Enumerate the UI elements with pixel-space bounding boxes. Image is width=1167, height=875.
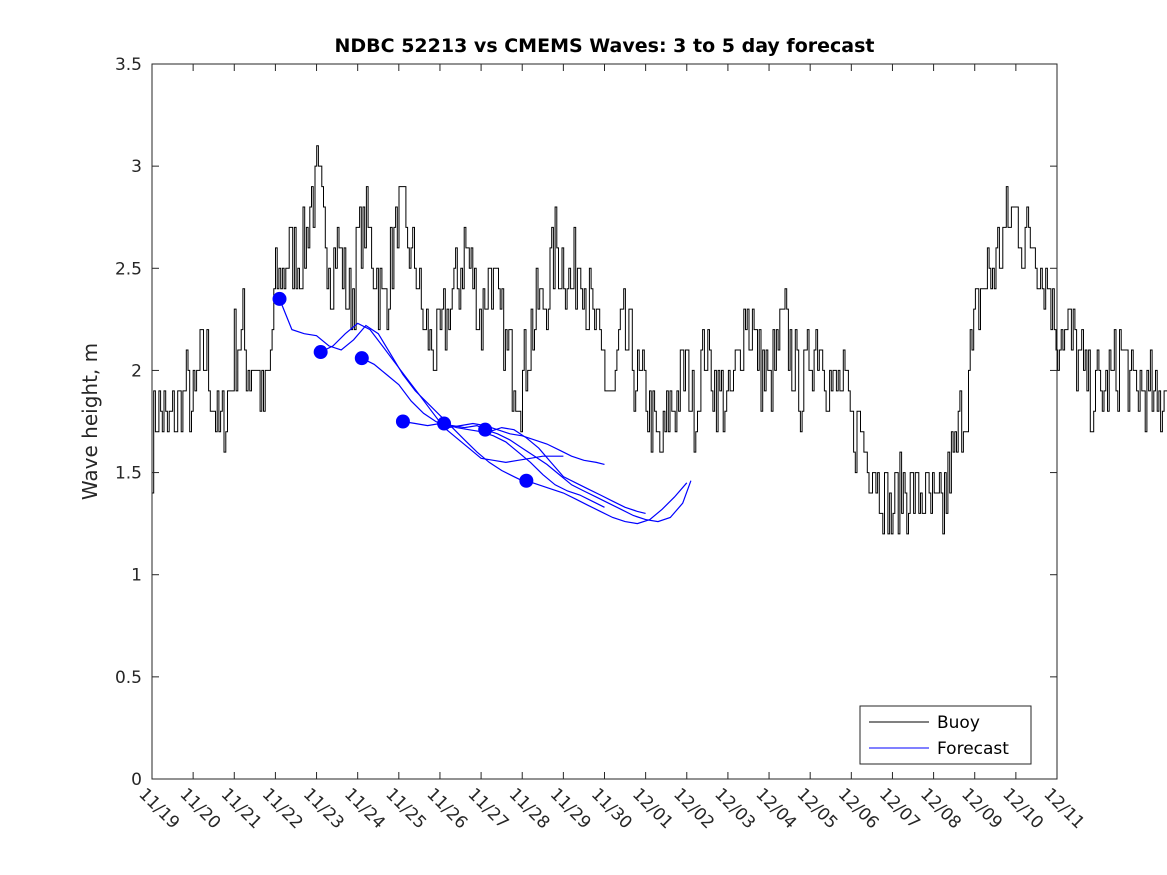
legend-label-forecast: Forecast: [937, 739, 1009, 759]
forecast-marker: [354, 351, 369, 366]
legend: Buoy Forecast: [859, 705, 1032, 765]
y-tick-label: 2.5: [115, 259, 142, 279]
chart-title: NDBC 52213 vs CMEMS Waves: 3 to 5 day fo…: [335, 35, 875, 57]
y-tick-label: 2: [131, 361, 142, 381]
plot-area: [152, 64, 1057, 779]
forecast-line: [485, 429, 692, 523]
y-tick-label: 3.5: [115, 55, 142, 75]
y-axis-label: Wave height, m: [78, 343, 102, 500]
buoy-series: [152, 145, 1167, 535]
y-tick-label: 1: [131, 566, 142, 586]
forecast-marker: [519, 473, 534, 488]
forecast-marker: [272, 291, 287, 306]
y-tick-label: 3: [131, 157, 142, 177]
y-axis: 0 0.5 1 1.5 2 2.5 3 3.5: [115, 55, 1057, 790]
y-tick-label: 0.5: [115, 668, 142, 688]
forecast-markers: [272, 291, 534, 488]
forecast-marker: [437, 416, 452, 431]
buoy-line: [152, 145, 1167, 535]
legend-label-buoy: Buoy: [937, 713, 980, 733]
legend-box: [859, 705, 1032, 765]
forecast-marker: [313, 345, 328, 360]
forecast-marker: [395, 414, 410, 429]
y-tick-label: 1.5: [115, 464, 142, 484]
y-tick-label: 0: [131, 770, 142, 790]
forecast-marker: [478, 422, 493, 437]
forecast-line: [526, 480, 688, 525]
forecast-line: [443, 422, 605, 508]
